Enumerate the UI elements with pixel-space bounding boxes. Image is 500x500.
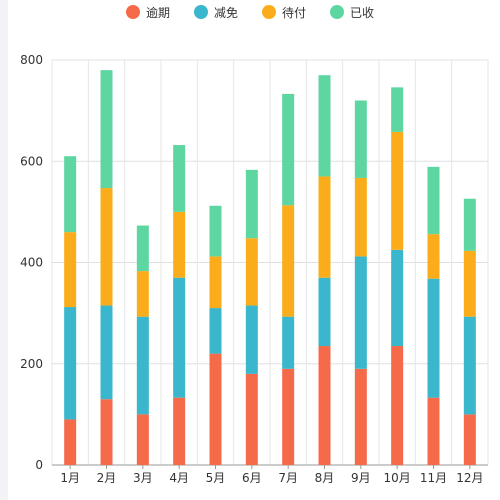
- x-tick-label: 9月: [351, 471, 371, 485]
- x-tick-label: 12月: [456, 471, 483, 485]
- x-tick-label: 6月: [242, 471, 262, 485]
- left-panel-strip: [0, 0, 8, 500]
- bar-segment-7-3[interactable]: [282, 205, 295, 317]
- x-tick-label: 1月: [60, 471, 80, 485]
- x-tick-label: 11月: [420, 471, 447, 485]
- legend-label-pending: 待付: [282, 5, 307, 20]
- bar-segment-9-1[interactable]: [354, 368, 367, 465]
- bar-segment-12-2[interactable]: [463, 316, 476, 415]
- bar-segment-2-2[interactable]: [100, 305, 113, 400]
- bar-segment-8-4[interactable]: [318, 75, 331, 177]
- bar-segment-11-2[interactable]: [427, 278, 440, 398]
- bar-segment-6-3[interactable]: [245, 238, 258, 306]
- bar-segment-10-3[interactable]: [391, 131, 404, 250]
- bar-segment-12-1[interactable]: [463, 414, 476, 465]
- legend-label-waived: 减免: [213, 5, 238, 20]
- bar-segment-1-2[interactable]: [64, 307, 77, 420]
- y-tick-label: 200: [20, 357, 43, 371]
- legend-item-pending[interactable]: 待付: [262, 4, 306, 21]
- legend-swatch-overdue: [125, 5, 140, 19]
- bar-segment-6-1[interactable]: [245, 373, 258, 465]
- y-tick-label: 0: [35, 458, 43, 472]
- bar-segment-11-4[interactable]: [427, 166, 440, 235]
- legend-label-overdue: 逾期: [145, 5, 170, 20]
- bar-segment-4-4[interactable]: [173, 145, 186, 212]
- x-tick-label: 5月: [206, 471, 226, 485]
- legend-item-waived[interactable]: 减免: [193, 4, 238, 21]
- bar-segment-3-2[interactable]: [136, 316, 149, 415]
- x-tick-label: 7月: [278, 471, 298, 485]
- x-tick-label: 2月: [97, 471, 117, 485]
- legend-swatch-pending: [262, 5, 276, 19]
- y-tick-label: 600: [20, 154, 43, 168]
- bar-segment-3-3[interactable]: [136, 271, 149, 317]
- bar-segment-4-3[interactable]: [173, 211, 186, 278]
- bar-segment-5-4[interactable]: [209, 205, 222, 257]
- bar-segment-9-4[interactable]: [354, 100, 367, 178]
- bar-segment-8-1[interactable]: [318, 346, 331, 465]
- bar-segment-5-3[interactable]: [209, 256, 222, 309]
- x-tick-label: 4月: [169, 471, 189, 485]
- bar-segment-10-1[interactable]: [391, 346, 404, 465]
- bar-segment-7-2[interactable]: [282, 316, 295, 369]
- bar-segment-7-1[interactable]: [282, 368, 295, 465]
- bar-segment-1-4[interactable]: [64, 156, 77, 233]
- bar-segment-6-2[interactable]: [245, 305, 258, 374]
- y-tick-label: 800: [20, 53, 43, 67]
- bar-segment-10-2[interactable]: [391, 249, 404, 347]
- legend-swatch-received: [330, 5, 345, 19]
- bar-segment-11-1[interactable]: [427, 397, 440, 465]
- bar-segment-9-3[interactable]: [354, 177, 367, 257]
- bar-segment-11-3[interactable]: [427, 234, 440, 279]
- bar-segment-3-4[interactable]: [136, 225, 149, 272]
- bar-segment-4-2[interactable]: [173, 277, 186, 398]
- bar-segment-7-4[interactable]: [282, 93, 295, 206]
- x-tick-label: 8月: [315, 471, 335, 485]
- bar-segment-12-3[interactable]: [463, 250, 476, 317]
- bar-segment-3-1[interactable]: [136, 414, 149, 465]
- bar-segment-2-1[interactable]: [100, 399, 113, 465]
- bar-segment-1-3[interactable]: [64, 232, 77, 308]
- x-tick-label: 10月: [384, 471, 411, 485]
- y-tick-label: 400: [20, 256, 43, 270]
- bar-segment-9-2[interactable]: [354, 256, 367, 369]
- bar-segment-5-1[interactable]: [209, 353, 222, 465]
- chart-legend: 逾期 减免 待付 已收: [0, 3, 500, 21]
- bar-segment-4-1[interactable]: [173, 397, 186, 465]
- bar-segment-5-2[interactable]: [209, 308, 222, 354]
- legend-swatch-waived: [193, 5, 208, 19]
- bar-segment-2-4[interactable]: [100, 70, 113, 189]
- x-tick-label: 3月: [133, 471, 153, 485]
- legend-item-overdue[interactable]: 逾期: [125, 4, 170, 21]
- bar-segment-2-3[interactable]: [100, 188, 113, 306]
- legend-label-received: 已收: [350, 5, 375, 20]
- bar-segment-1-1[interactable]: [64, 419, 77, 465]
- bar-segment-8-2[interactable]: [318, 277, 331, 347]
- bar-segment-12-4[interactable]: [463, 198, 476, 251]
- bar-segment-8-3[interactable]: [318, 176, 331, 278]
- legend-item-received[interactable]: 已收: [330, 4, 374, 21]
- bar-segment-10-4[interactable]: [391, 87, 404, 132]
- bar-segment-6-4[interactable]: [245, 169, 258, 239]
